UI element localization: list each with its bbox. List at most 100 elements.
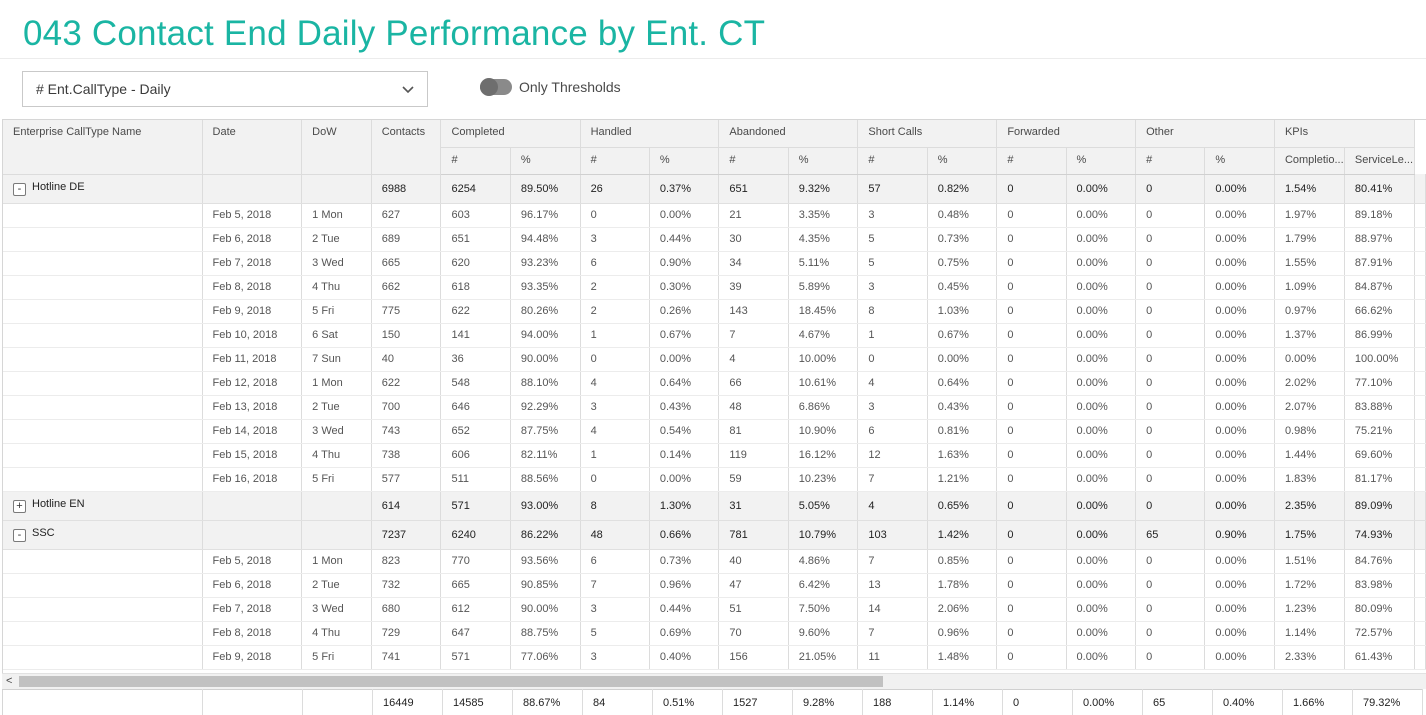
report-select-dropdown[interactable]: # Ent.CallType - Daily — [22, 71, 428, 107]
cell-value: 66.62% — [1344, 299, 1416, 324]
cell-value: 0.00% — [1204, 443, 1275, 468]
col-header-other-pct[interactable]: % — [1204, 147, 1275, 175]
table-row[interactable]: Feb 8, 2018 4 Thu 662 618 93.35% 2 0.30% 39 5.89… — [3, 275, 1426, 300]
toggle-switch[interactable] — [480, 78, 512, 96]
col-header-dow[interactable]: DoW — [301, 120, 372, 175]
col-header-completed-pct[interactable]: % — [510, 147, 581, 175]
cell-dow: 1 Mon — [301, 549, 372, 574]
table-row[interactable]: Feb 13, 2018 2 Tue 700 646 92.29% 3 0.43% 48 6.8… — [3, 395, 1426, 420]
group-row[interactable]: - Hotline DE 6988 6254 89.50% 26 0.37% 651 9.32%… — [3, 174, 1426, 204]
group-row[interactable]: + Hotline EN 614 571 93.00% 8 1.30% 31 5.05% 4 0.6… — [3, 491, 1426, 521]
cell-value: 5.89% — [788, 275, 859, 300]
cell-value: 1.79% — [1274, 227, 1345, 252]
cell-value: 0.44% — [649, 597, 720, 622]
cell-overflow — [1414, 251, 1426, 276]
scroll-left-arrow-icon[interactable]: < — [6, 675, 13, 687]
cell-overflow — [1414, 573, 1426, 598]
table-row[interactable]: Feb 16, 2018 5 Fri 577 511 88.56% 0 0.00% 59 10.… — [3, 467, 1426, 492]
cell-value: 0.00% — [1274, 347, 1345, 372]
cell-value: 10.79% — [788, 520, 859, 550]
table-row[interactable]: Feb 8, 2018 4 Thu 729 647 88.75% 5 0.69% 70 9.60… — [3, 621, 1426, 646]
table-row[interactable]: Feb 15, 2018 4 Thu 738 606 82.11% 1 0.14% 119 16… — [3, 443, 1426, 468]
cell-value: 0 — [1135, 227, 1206, 252]
cell-value: 3 — [580, 645, 650, 670]
col-header-service-level[interactable]: ServiceLe... — [1344, 147, 1416, 175]
col-header-completion-rate[interactable]: Completio... — [1274, 147, 1345, 175]
expand-icon[interactable]: + — [13, 500, 26, 513]
col-header-forwarded-count[interactable]: # — [996, 147, 1067, 175]
cell-value: 103 — [857, 520, 928, 550]
only-thresholds-toggle[interactable]: Only Thresholds — [480, 78, 621, 96]
cell-value: 1.83% — [1274, 467, 1345, 492]
table-row[interactable]: Feb 6, 2018 2 Tue 689 651 94.48% 3 0.44% 30 4.35… — [3, 227, 1426, 252]
table-row[interactable]: Feb 14, 2018 3 Wed 743 652 87.75% 4 0.54% 81 10.… — [3, 419, 1426, 444]
cell-overflow — [1414, 520, 1426, 550]
cell-value: 0.00% — [1066, 573, 1137, 598]
col-header-other-count[interactable]: # — [1135, 147, 1206, 175]
cell-value: 738 — [371, 443, 442, 468]
cell-value: 10.61% — [788, 371, 859, 396]
cell-value: 0.00% — [1204, 203, 1275, 228]
col-header-handled-count[interactable]: # — [580, 147, 650, 175]
cell-value: 93.56% — [510, 549, 581, 574]
cell-value: 0.00% — [1066, 275, 1137, 300]
cell-value: 143 — [718, 299, 789, 324]
cell-value: 0.43% — [927, 395, 998, 420]
cell-overflow — [1414, 395, 1426, 420]
cell-value: 4 — [580, 419, 650, 444]
table-row[interactable]: Feb 5, 2018 1 Mon 627 603 96.17% 0 0.00% 21 3.35… — [3, 203, 1426, 228]
cell-value: 48 — [580, 520, 650, 550]
cell-calltype-name — [3, 443, 203, 468]
col-header-handled-pct[interactable]: % — [649, 147, 720, 175]
cell-value: 75.21% — [1344, 419, 1416, 444]
table-row[interactable]: Feb 12, 2018 1 Mon 622 548 88.10% 4 0.64% 66 10.… — [3, 371, 1426, 396]
col-header-date[interactable]: Date — [202, 120, 303, 175]
col-header-forwarded-pct[interactable]: % — [1066, 147, 1137, 175]
cell-value: 0.82% — [927, 174, 998, 204]
cell-value: 141 — [440, 323, 511, 348]
table-row[interactable]: Feb 10, 2018 6 Sat 150 141 94.00% 1 0.67% 7 4.67… — [3, 323, 1426, 348]
col-header-contacts[interactable]: Contacts — [371, 120, 442, 175]
totals-cell: 0 — [1002, 689, 1073, 715]
cell-value: 571 — [440, 491, 511, 521]
table-row[interactable]: Feb 7, 2018 3 Wed 665 620 93.23% 6 0.90% 34 5.11… — [3, 251, 1426, 276]
scrollbar-thumb[interactable] — [19, 676, 883, 687]
cell-value: 92.29% — [510, 395, 581, 420]
cell-value: 0 — [996, 251, 1067, 276]
cell-overflow — [1414, 491, 1426, 521]
col-header-calltype-name[interactable]: Enterprise CallType Name — [3, 120, 203, 175]
col-header-abandoned-count[interactable]: # — [718, 147, 789, 175]
table-row[interactable]: Feb 9, 2018 5 Fri 775 622 80.26% 2 0.26% 143 18.… — [3, 299, 1426, 324]
cell-value: 4 — [580, 371, 650, 396]
horizontal-scrollbar[interactable]: < — [2, 673, 1426, 689]
cell-value: 0.00% — [1066, 520, 1137, 550]
cell-calltype-name — [3, 597, 203, 622]
col-header-abandoned-pct[interactable]: % — [788, 147, 859, 175]
cell-value: 84.87% — [1344, 275, 1416, 300]
table-row[interactable]: Feb 6, 2018 2 Tue 732 665 90.85% 7 0.96% 47 6.42… — [3, 573, 1426, 598]
cell-calltype-name: + Hotline EN — [3, 491, 203, 521]
cell-overflow — [1414, 323, 1426, 348]
cell-value: 0.98% — [1274, 419, 1345, 444]
cell-value: 0.30% — [649, 275, 720, 300]
cell-value: 0.00% — [1204, 597, 1275, 622]
cell-value: 620 — [440, 251, 511, 276]
group-row[interactable]: - SSC 7237 6240 86.22% 48 0.66% 781 10.79% 103 1.4… — [3, 520, 1426, 550]
cell-value: 1 — [580, 323, 650, 348]
cell-date: Feb 5, 2018 — [202, 203, 303, 228]
cell-value: 83.98% — [1344, 573, 1416, 598]
totals-cell: 84 — [582, 689, 653, 715]
cell-calltype-name — [3, 251, 203, 276]
col-header-short-calls-count[interactable]: # — [857, 147, 928, 175]
col-header-completed-count[interactable]: # — [440, 147, 511, 175]
table-row[interactable]: Feb 11, 2018 7 Sun 40 36 90.00% 0 0.00% 4 10.00%… — [3, 347, 1426, 372]
col-header-short-calls-pct[interactable]: % — [927, 147, 998, 175]
table-row[interactable]: Feb 9, 2018 5 Fri 741 571 77.06% 3 0.40% 156 21.… — [3, 645, 1426, 670]
collapse-icon[interactable]: - — [13, 183, 26, 196]
table-row[interactable]: Feb 7, 2018 3 Wed 680 612 90.00% 3 0.44% 51 7.50… — [3, 597, 1426, 622]
cell-date: Feb 9, 2018 — [202, 645, 303, 670]
cell-value: 1.09% — [1274, 275, 1345, 300]
cell-value: 665 — [440, 573, 511, 598]
table-row[interactable]: Feb 5, 2018 1 Mon 823 770 93.56% 6 0.73% 40 4.86… — [3, 549, 1426, 574]
collapse-icon[interactable]: - — [13, 529, 26, 542]
